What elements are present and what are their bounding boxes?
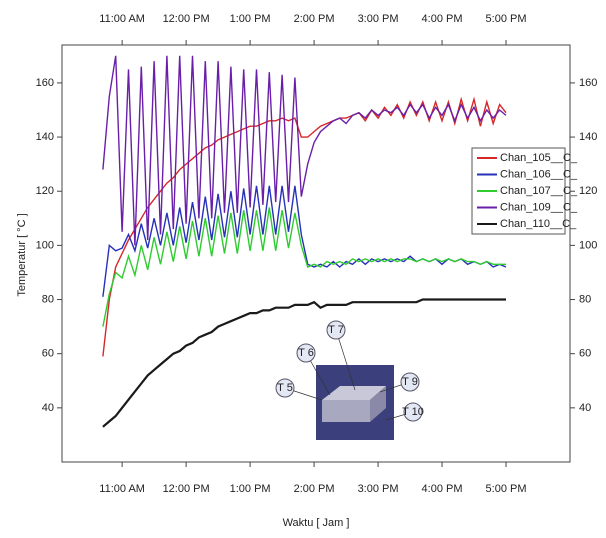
y-tick-label: 140 [36,131,54,143]
y-tick-label-right: 120 [579,185,597,197]
x-tick-label: 1:00 PM [230,483,271,495]
callout-label: T 5 [277,382,293,394]
x-tick-label: 2:00 PM [294,483,335,495]
y-tick-label: 60 [42,348,54,360]
legend-label: Chan_109__C_ [500,201,578,213]
series-line [102,298,506,428]
x-tick-label: 5:00 PM [486,483,527,495]
x-tick-label-top: 3:00 PM [358,13,399,25]
x-tick-label: 4:00 PM [422,483,463,495]
callout-line [335,329,356,391]
y-tick-label: 120 [36,185,54,197]
x-tick-label-top: 12:00 PM [163,13,210,25]
y-tick-label: 40 [42,402,54,414]
legend-label: Chan_107__C_ [500,185,578,197]
x-tick-label-top: 4:00 PM [422,13,463,25]
callout-bubble [400,372,420,392]
legend: Chan_105__C_ Chan_106__C_ Chan_107__C_ Chan… [471,147,578,235]
x-tick-label: 11:00 AM [99,483,145,495]
inset-diagram [316,365,394,440]
y-tick-label: 100 [36,239,54,251]
box-side [370,386,386,422]
x-tick-label-top: 1:00 PM [230,13,271,25]
box-front [322,400,370,422]
y-tick-label: 160 [36,77,54,89]
y-tick-label-right: 100 [579,239,597,251]
inset-labels: T 7 T 6 T 5 T 9 T 10 [275,320,424,422]
series-line [102,55,507,246]
x-tick-label-top: 2:00 PM [294,13,335,25]
box-top [322,386,386,400]
callout-bubble [296,343,316,363]
callout-label: T 7 [328,324,344,336]
y-tick-label: 80 [42,293,54,305]
y-tick-label-right: 80 [579,293,591,305]
callout-bubble [403,402,423,422]
x-tick-label-top: 11:00 AM [99,13,145,25]
callout-bubble [275,378,295,398]
y-tick-label-right: 60 [579,348,591,360]
x-tick-label: 12:00 PM [163,483,210,495]
legend-label: Chan_110__C_ [500,218,577,230]
series-line [102,207,506,327]
callout-label: T 9 [402,376,418,388]
y-tick-label-right: 160 [579,77,597,89]
x-tick-label: 3:00 PM [358,483,399,495]
callout-bubble [326,320,346,340]
x-tick-label-top: 5:00 PM [486,13,527,25]
y-tick-label-right: 140 [579,131,597,143]
series-line [102,185,507,297]
plot-frame [61,44,571,463]
y-axis-title: Temperatur [ °C ] [16,213,28,296]
callout-label: T 10 [402,406,424,418]
y-tick-label-right: 40 [579,402,591,414]
x-axis-title: Waktu [ Jam ] [283,517,350,529]
callout-label: T 6 [298,347,314,359]
legend-label: Chan_106__C_ [500,168,578,180]
legend-label: Chan_105__C_ [500,152,578,164]
